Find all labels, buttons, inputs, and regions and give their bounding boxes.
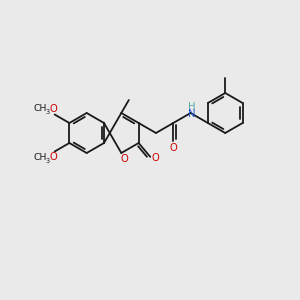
Text: O: O [50,152,58,163]
Text: N: N [188,109,195,119]
Text: O: O [120,154,128,164]
Text: 3: 3 [46,158,50,164]
Text: CH: CH [34,104,47,113]
Text: O: O [151,153,159,163]
Text: CH: CH [34,153,47,162]
Text: O: O [169,143,177,153]
Text: O: O [50,103,58,113]
Text: 3: 3 [46,109,50,115]
Text: H: H [188,102,195,112]
